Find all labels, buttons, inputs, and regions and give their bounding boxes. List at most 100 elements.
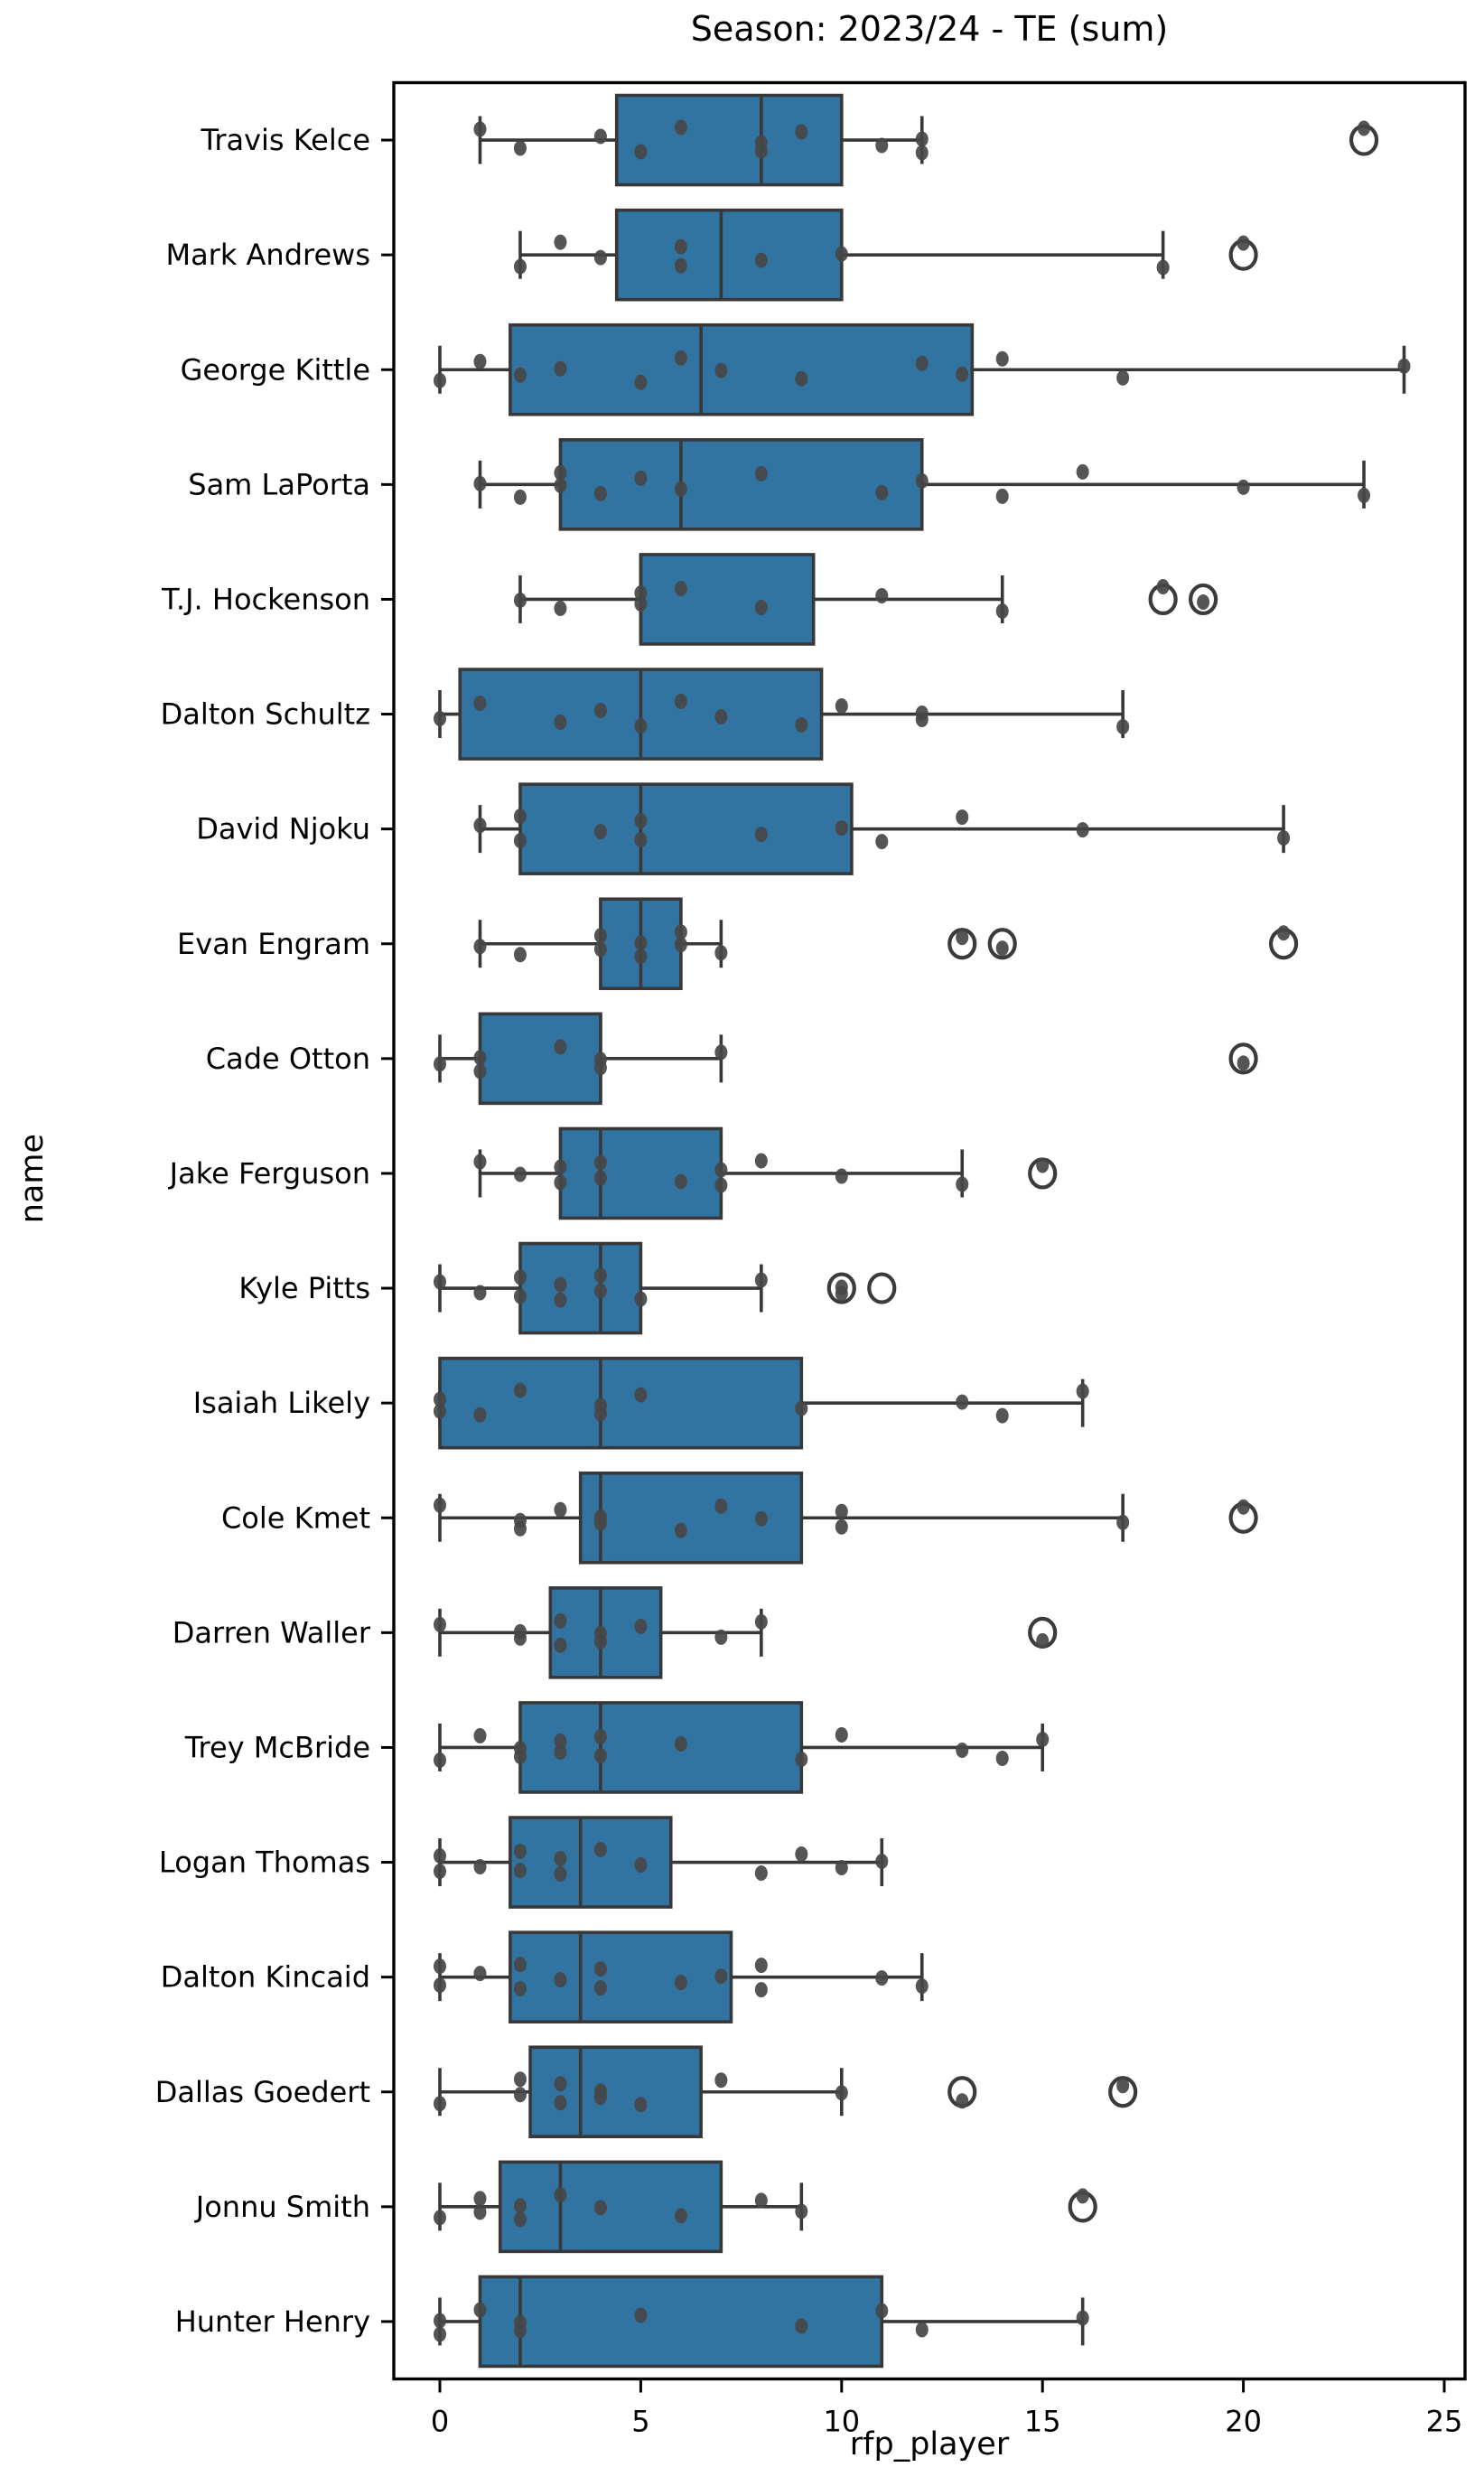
strip-point <box>634 935 648 951</box>
strip-point <box>634 374 648 390</box>
strip-point <box>554 2095 567 2111</box>
strip-point <box>513 2071 527 2088</box>
strip-point <box>434 1056 446 1072</box>
strip-point <box>835 1519 848 1535</box>
strip-point <box>513 2087 527 2103</box>
strip-point <box>795 2203 808 2220</box>
strip-point <box>795 370 808 387</box>
boxplot-row: Jonnu Smith <box>194 2160 1097 2254</box>
strip-point <box>956 930 969 946</box>
strip-point <box>674 119 687 136</box>
boxplot-row: David Njoku <box>196 782 1291 875</box>
strip-point <box>434 2326 446 2342</box>
strip-point <box>554 1637 567 1653</box>
strip-point <box>554 1039 567 1055</box>
strip-point <box>554 1276 567 1293</box>
iqr-box <box>518 782 854 875</box>
strip-point <box>1116 2078 1130 2094</box>
strip-point <box>1237 1499 1250 1515</box>
strip-point <box>513 1382 527 1398</box>
strip-point <box>875 484 889 500</box>
strip-point <box>513 1844 527 1860</box>
y-tick-label: Darren Waller <box>173 1615 371 1650</box>
strip-point <box>593 249 607 266</box>
y-tick-label: Jake Ferguson <box>168 1156 370 1191</box>
strip-point <box>995 940 1009 957</box>
strip-point <box>513 1520 527 1537</box>
strip-point <box>473 2191 487 2207</box>
y-tick-label: Evan Engram <box>177 927 370 961</box>
strip-point <box>995 603 1009 619</box>
y-tick-label: Dalton Schultz <box>161 697 370 732</box>
strip-point <box>554 1501 567 1518</box>
strip-point <box>434 711 446 727</box>
strip-point <box>714 709 728 725</box>
strip-point <box>554 477 567 493</box>
strip-point <box>754 143 768 159</box>
y-tick-label: David Njoku <box>196 812 370 846</box>
strip-point <box>714 1968 728 1985</box>
strip-point <box>434 2210 446 2226</box>
strip-point <box>875 2303 889 2319</box>
strip-point <box>875 587 889 603</box>
strip-point <box>956 1176 969 1192</box>
strip-point <box>634 949 648 965</box>
strip-point <box>634 470 648 486</box>
boxplot-row: T.J. Hockenson <box>161 553 1218 646</box>
strip-point <box>875 137 889 154</box>
strip-point <box>875 834 889 850</box>
x-tick-label: 20 <box>1225 2405 1262 2439</box>
strip-point <box>593 2200 607 2216</box>
strip-point <box>1277 830 1291 846</box>
strip-point <box>593 1747 607 1763</box>
strip-point <box>1116 719 1130 735</box>
boxplot-row: Dalton Schultz <box>161 668 1130 761</box>
strip-point <box>674 1173 687 1190</box>
strip-point <box>1358 487 1371 503</box>
iqr-box <box>528 2045 703 2139</box>
strip-point <box>554 1159 567 1175</box>
strip-point <box>674 694 687 710</box>
iqr-box <box>639 553 816 646</box>
strip-point <box>434 1391 446 1407</box>
boxplot-row: Jake Ferguson <box>168 1126 1058 1220</box>
strip-point <box>754 2192 768 2209</box>
strip-point <box>956 366 969 382</box>
boxplot-row: Sam LaPorta <box>188 438 1371 531</box>
strip-point <box>434 2313 446 2329</box>
strip-point <box>754 1613 768 1630</box>
y-tick-label: Logan Thomas <box>159 1846 370 1880</box>
strip-point <box>995 350 1009 367</box>
strip-point <box>674 580 687 596</box>
strip-point <box>554 464 567 481</box>
iqr-box <box>614 208 844 302</box>
strip-point <box>915 131 929 147</box>
y-tick-label: Kyle Pitts <box>238 1271 370 1305</box>
strip-point <box>915 472 929 489</box>
strip-point <box>1397 358 1411 374</box>
strip-point <box>995 1407 1009 1424</box>
iqr-box <box>498 2160 723 2254</box>
chart-title: Season: 2023/24 - TE (sum) <box>690 9 1169 49</box>
y-tick-label: George Kittle <box>181 352 370 387</box>
strip-point <box>714 2072 728 2089</box>
strip-point <box>593 1406 607 1422</box>
strip-point <box>513 1981 527 1997</box>
strip-point <box>714 1177 728 1193</box>
strip-point <box>554 1174 567 1191</box>
boxplot-row: Dalton Kincaid <box>161 1930 929 2023</box>
strip-point <box>434 1274 446 1290</box>
strip-point <box>1116 369 1130 386</box>
strip-point <box>1237 479 1250 495</box>
strip-point <box>434 1864 446 1880</box>
strip-point <box>473 2204 487 2220</box>
strip-point <box>634 832 648 848</box>
strip-point <box>593 941 607 958</box>
strip-point <box>473 1154 487 1170</box>
strip-point <box>795 717 808 734</box>
strip-point <box>473 1063 487 1079</box>
boxplot-row: Trey McBride <box>184 1701 1050 1794</box>
boxplot-row: Mark Andrews <box>165 208 1258 302</box>
strip-point <box>593 2083 607 2099</box>
strip-point <box>513 2198 527 2214</box>
